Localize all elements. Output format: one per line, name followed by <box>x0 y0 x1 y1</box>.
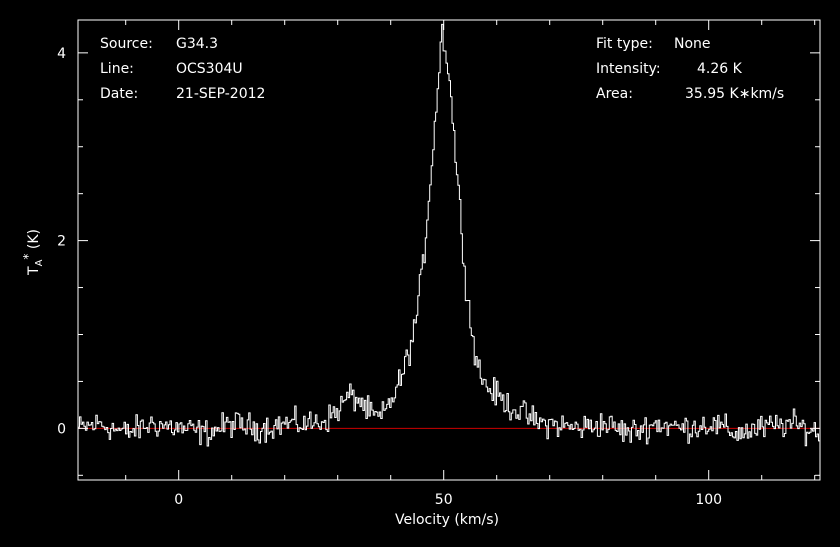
plot-frame <box>77 19 821 481</box>
line-label: Line: <box>100 61 134 77</box>
spectrum-line <box>78 23 820 447</box>
source-value: G34.3 <box>176 36 219 52</box>
plot-area <box>78 23 820 447</box>
source-label: Source: <box>100 36 153 52</box>
fit-type-value: None <box>674 36 711 52</box>
y-axis-label: TA* (K) <box>21 229 45 276</box>
intensity-value: 4.26 K <box>697 61 742 77</box>
intensity-label: Intensity: <box>596 61 661 77</box>
y-tick-label: 4 <box>57 46 66 62</box>
y-tick-label: 2 <box>57 234 66 250</box>
area-value: 35.95 K∗km/s <box>685 86 785 102</box>
x-tick-label: 0 <box>174 492 183 508</box>
fit-type-label: Fit type: <box>596 36 653 52</box>
date-value: 21-SEP-2012 <box>176 86 266 102</box>
y-tick-label: 0 <box>57 421 66 437</box>
line-value: OCS304U <box>176 61 243 77</box>
area-label: Area: <box>596 86 633 102</box>
x-tick-label: 100 <box>695 492 722 508</box>
axes: 0 50 100 0 2 4 <box>57 19 821 508</box>
x-axis-label: Velocity (km/s) <box>395 512 499 528</box>
x-tick-label: 50 <box>435 492 453 508</box>
date-label: Date: <box>100 86 139 102</box>
y-axis-label-text: TA* (K) <box>21 229 45 276</box>
